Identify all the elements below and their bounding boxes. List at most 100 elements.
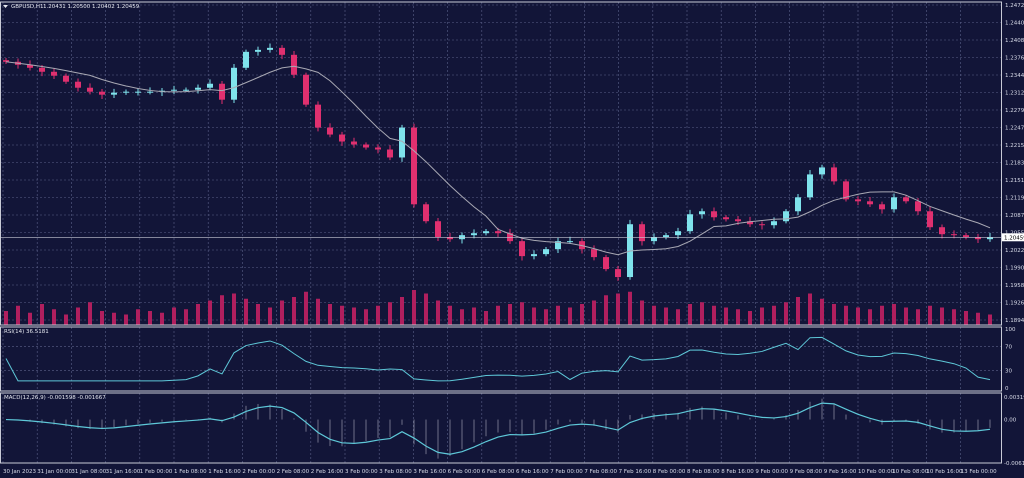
volume-bar: [592, 300, 596, 325]
time-tick-label: 6 Feb 08:00: [482, 469, 515, 475]
time-tick-label: 3 Feb 08:00: [379, 469, 412, 475]
time-tick-label: 9 Feb 00:00: [755, 469, 788, 475]
volume-bar: [760, 307, 764, 325]
bearish-candle: [603, 257, 609, 270]
time-tick-label: 2 Feb 16:00: [311, 469, 344, 475]
bearish-candle: [615, 269, 621, 278]
rsi-line: [5, 336, 991, 382]
volume-bar: [832, 304, 836, 325]
volume-bar: [184, 309, 188, 325]
time-tick-label: 9 Feb 08:00: [790, 469, 823, 475]
volume-bar: [376, 305, 380, 325]
volume-bar: [460, 309, 464, 325]
volume-bar: [280, 300, 284, 325]
time-tick-label: 1 Feb 00:00: [140, 469, 173, 475]
bearish-candle: [639, 224, 645, 242]
volume-bar: [556, 305, 560, 325]
time-tick-label: 3 Feb 00:00: [345, 469, 378, 475]
bearish-candle: [747, 221, 753, 225]
bearish-candle: [351, 141, 357, 145]
ohlc-readout: 1.20431 1.20500 1.20402 1.20459: [43, 4, 140, 10]
bearish-candle: [315, 104, 321, 128]
rsi-tick-label: 0: [1005, 386, 1009, 392]
volume-bar: [856, 307, 860, 325]
volume-bar: [868, 309, 872, 325]
time-tick-label: 31 Jan 16:00: [106, 469, 141, 475]
price-tick-label: 1.22475: [1005, 126, 1024, 132]
bearish-candle: [867, 201, 873, 205]
time-tick-label: 9 Feb 16:00: [824, 469, 857, 475]
price-tick-label: 1.18940: [1005, 318, 1024, 324]
rsi-tick-label: 30: [1005, 368, 1012, 374]
bearish-candle: [327, 127, 333, 135]
macd-panel: 0.003198 0.00 -0.006165: [5, 395, 1024, 467]
time-tick-label: 1 Feb 16:00: [208, 469, 241, 475]
time-tick-label: 2 Feb 00:00: [242, 469, 275, 475]
volume-bar: [568, 307, 572, 325]
panel-frames: [0, 1, 1002, 464]
bearish-candle: [423, 204, 429, 222]
volume-bar: [712, 305, 716, 325]
volume-bar: [964, 311, 968, 325]
volume-bar: [652, 305, 656, 325]
volume-bar: [352, 307, 356, 325]
volume-bar: [580, 304, 584, 325]
bearish-candle: [735, 219, 741, 222]
collapse-triangle-icon[interactable]: [3, 5, 8, 8]
volume-bar: [364, 309, 368, 325]
volume-bar: [880, 305, 884, 325]
volume-bar: [508, 304, 512, 325]
price-tick-label: 1.21510: [1005, 178, 1024, 184]
macd-signal-line: [5, 402, 991, 455]
bullish-candle: [207, 83, 213, 88]
rsi-panel: 100 70 30 0: [0, 327, 1016, 392]
bullish-candle: [675, 231, 681, 236]
symbol-label: GBPUSD,H1: [11, 4, 44, 10]
macd-tick-label: 0.00: [1004, 418, 1017, 424]
price-tick-label: 1.21190: [1005, 196, 1024, 202]
bearish-candle: [855, 199, 861, 202]
price-tick-label: 1.20225: [1005, 248, 1024, 254]
bullish-candle: [651, 237, 657, 242]
bearish-candle: [939, 227, 945, 235]
price-tick-label: 1.23120: [1005, 91, 1024, 97]
volume-bar: [400, 297, 404, 325]
volume-bar: [472, 307, 476, 325]
time-tick-label: 10 Feb 16:00: [926, 469, 963, 475]
time-tick-label: 31 Jan 08:00: [71, 469, 106, 475]
bearish-candle: [495, 231, 501, 234]
volume-bar: [88, 302, 92, 325]
bullish-candle: [555, 241, 561, 250]
volume-bar: [124, 314, 128, 325]
volume-bar: [916, 309, 920, 325]
volume-bar: [448, 305, 452, 325]
bullish-candle: [243, 51, 249, 68]
bullish-candle: [663, 235, 669, 238]
volume-bar: [772, 305, 776, 325]
volume-bar: [688, 304, 692, 325]
bullish-candle: [687, 214, 693, 232]
bearish-candle: [219, 83, 225, 100]
bearish-candle: [879, 204, 885, 210]
bearish-candle: [3, 60, 9, 62]
price-tick-label: 1.22155: [1005, 143, 1024, 149]
volume-bar: [676, 309, 680, 325]
bearish-candle: [279, 47, 285, 55]
bullish-candle: [171, 89, 177, 91]
volume-bar: [208, 300, 212, 325]
time-tick-label: 1 Feb 08:00: [174, 469, 207, 475]
volume-bar: [52, 309, 56, 325]
volume-bar: [532, 307, 536, 325]
volume-bar: [904, 307, 908, 325]
bullish-candle: [783, 211, 789, 222]
panel-border: [0, 392, 1002, 464]
volume-bar: [976, 312, 980, 325]
price-tick-label: 1.20870: [1005, 213, 1024, 219]
time-tick-label: 2 Feb 08:00: [277, 469, 310, 475]
volume-bar: [940, 307, 944, 325]
volume-bar: [736, 309, 740, 325]
bearish-candle: [51, 71, 57, 76]
time-tick-label: 7 Feb 08:00: [584, 469, 617, 475]
bullish-candle: [771, 221, 777, 226]
